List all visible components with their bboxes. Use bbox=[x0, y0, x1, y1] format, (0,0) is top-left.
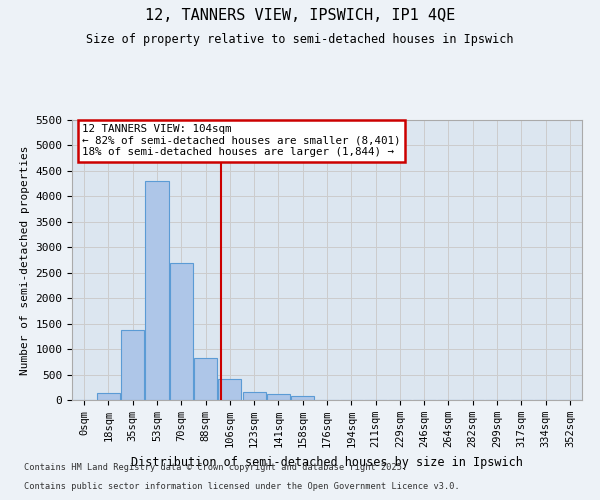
Text: 12 TANNERS VIEW: 104sqm
← 82% of semi-detached houses are smaller (8,401)
18% of: 12 TANNERS VIEW: 104sqm ← 82% of semi-de… bbox=[82, 124, 401, 158]
Bar bbox=[242, 392, 266, 400]
Bar bbox=[145, 181, 169, 400]
Bar bbox=[267, 394, 290, 400]
Text: Contains HM Land Registry data © Crown copyright and database right 2025.: Contains HM Land Registry data © Crown c… bbox=[24, 464, 407, 472]
Text: Contains public sector information licensed under the Open Government Licence v3: Contains public sector information licen… bbox=[24, 482, 460, 491]
Bar bbox=[97, 394, 120, 400]
Bar bbox=[194, 358, 217, 400]
Y-axis label: Number of semi-detached properties: Number of semi-detached properties bbox=[20, 145, 30, 375]
Bar bbox=[218, 378, 241, 400]
Text: Size of property relative to semi-detached houses in Ipswich: Size of property relative to semi-detach… bbox=[86, 32, 514, 46]
Bar bbox=[291, 396, 314, 400]
Text: 12, TANNERS VIEW, IPSWICH, IP1 4QE: 12, TANNERS VIEW, IPSWICH, IP1 4QE bbox=[145, 8, 455, 22]
Bar bbox=[121, 330, 144, 400]
Bar bbox=[170, 262, 193, 400]
X-axis label: Distribution of semi-detached houses by size in Ipswich: Distribution of semi-detached houses by … bbox=[131, 456, 523, 468]
